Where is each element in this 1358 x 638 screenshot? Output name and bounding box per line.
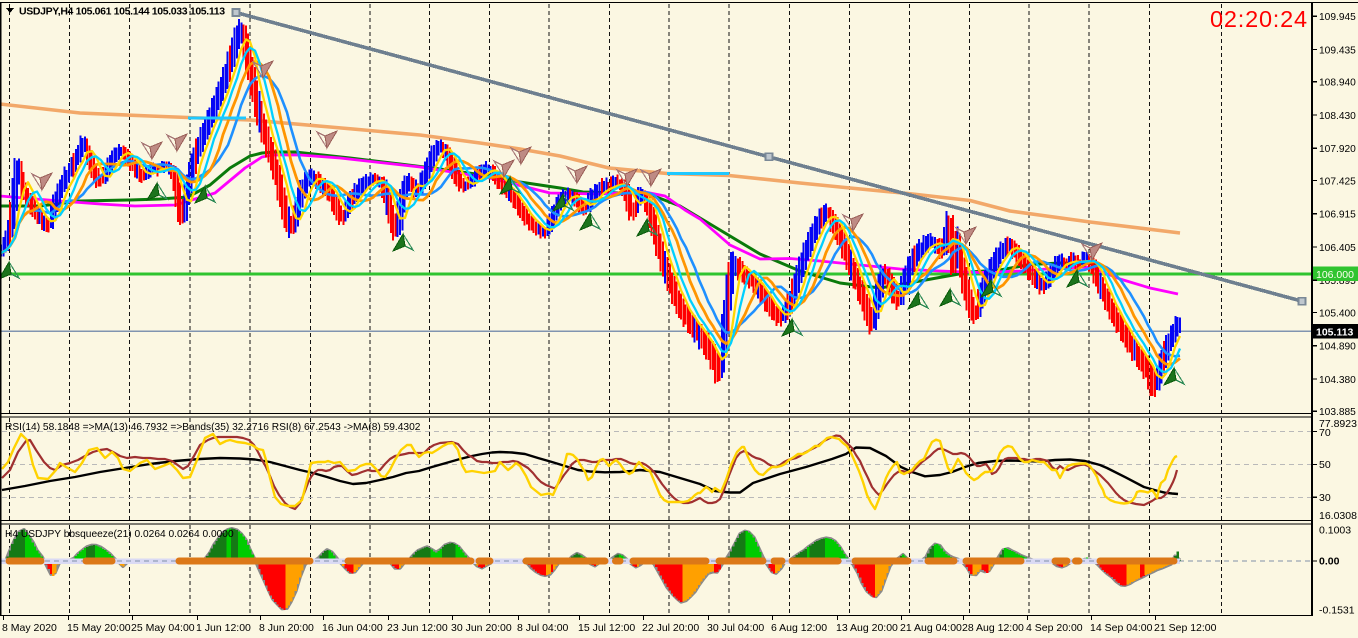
svg-text:23 Jun 12:00: 23 Jun 12:00 <box>387 622 448 634</box>
svg-text:28 Aug 12:00: 28 Aug 12:00 <box>962 622 1024 634</box>
svg-text:15 Jul 12:00: 15 Jul 12:00 <box>578 622 635 634</box>
svg-text:15 May 20:00: 15 May 20:00 <box>67 622 131 634</box>
svg-text:21 Aug 04:00: 21 Aug 04:00 <box>900 622 962 634</box>
svg-text:6 Aug 12:00: 6 Aug 12:00 <box>771 622 827 634</box>
svg-text:8 Jul 04:00: 8 Jul 04:00 <box>517 622 569 634</box>
svg-text:50: 50 <box>1319 459 1331 471</box>
svg-text:0.1003: 0.1003 <box>1319 525 1351 537</box>
svg-text:109.435: 109.435 <box>1319 46 1356 57</box>
svg-text:103.885: 103.885 <box>1319 407 1356 418</box>
svg-text:8 Jun 20:00: 8 Jun 20:00 <box>259 622 314 634</box>
svg-text:25 May 04:00: 25 May 04:00 <box>131 622 195 634</box>
svg-text:14 Sep 04:00: 14 Sep 04:00 <box>1090 622 1153 634</box>
svg-text:16.0308: 16.0308 <box>1319 510 1357 522</box>
svg-text:1 Jun 12:00: 1 Jun 12:00 <box>196 622 251 634</box>
svg-text:0.00: 0.00 <box>1319 556 1340 568</box>
svg-text:-0.1531: -0.1531 <box>1319 605 1355 617</box>
svg-text:109.945: 109.945 <box>1319 12 1356 23</box>
svg-text:30 Jul 04:00: 30 Jul 04:00 <box>707 622 764 634</box>
svg-text:104.380: 104.380 <box>1319 375 1356 386</box>
svg-text:105.400: 105.400 <box>1319 309 1356 320</box>
svg-text:107.425: 107.425 <box>1319 177 1356 188</box>
svg-text:RSI(14) 58.1848 =>MA(13) 46.7: RSI(14) 58.1848 =>MA(13) 46.7932 =>Bands… <box>5 422 421 433</box>
svg-text:105.895: 105.895 <box>1319 276 1356 287</box>
svg-text:106.405: 106.405 <box>1319 243 1356 254</box>
svg-text:30: 30 <box>1319 492 1331 504</box>
svg-text:105.113: 105.113 <box>1316 327 1354 339</box>
svg-text:70: 70 <box>1319 427 1331 439</box>
svg-text:4 Sep 20:00: 4 Sep 20:00 <box>1026 622 1083 634</box>
svg-text:77.8923: 77.8923 <box>1319 418 1357 430</box>
svg-text:108.430: 108.430 <box>1319 111 1356 122</box>
svg-text:02:20:24: 02:20:24 <box>1210 6 1308 32</box>
svg-text:USDJPY,H4 105.061 105.144 105: USDJPY,H4 105.061 105.144 105.033 105.11… <box>19 6 225 18</box>
svg-text:22 Jul 20:00: 22 Jul 20:00 <box>642 622 699 634</box>
svg-text:106.000: 106.000 <box>1316 269 1354 281</box>
svg-text:106.915: 106.915 <box>1319 210 1356 221</box>
svg-text:108.940: 108.940 <box>1319 78 1356 89</box>
svg-text:16 Jun 04:00: 16 Jun 04:00 <box>322 622 383 634</box>
svg-text:H4 USDJPY bbsqueeze(21) 0.0264: H4 USDJPY bbsqueeze(21) 0.0264 0.0264 0.… <box>5 529 234 540</box>
svg-text:30 Jun 20:00: 30 Jun 20:00 <box>451 622 512 634</box>
svg-text:107.920: 107.920 <box>1319 144 1356 155</box>
svg-text:21 Sep 12:00: 21 Sep 12:00 <box>1154 622 1217 634</box>
svg-text:13 Aug 20:00: 13 Aug 20:00 <box>836 622 898 634</box>
svg-text:8 May 2020: 8 May 2020 <box>2 622 57 634</box>
svg-text:104.890: 104.890 <box>1319 342 1356 353</box>
